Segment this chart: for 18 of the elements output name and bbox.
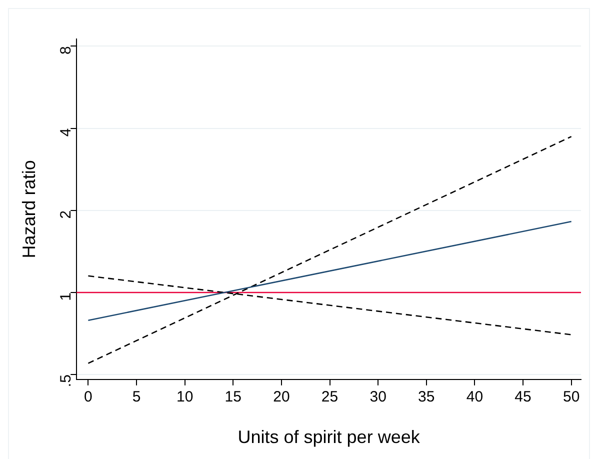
y-tick-label: 4 [58,128,75,137]
x-tick-label: 5 [132,388,141,406]
x-tick-label: 50 [562,388,580,406]
x-tick-label: 15 [224,388,242,406]
x-axis-title: Units of spirit per week [238,427,421,448]
x-tick-label: 30 [370,388,386,406]
x-tick-label: 35 [418,388,435,406]
x-tick-label: 20 [273,388,290,406]
x-tick-label: 25 [321,388,338,406]
x-tick-label: 10 [176,388,194,406]
y-tick-label: 1 [58,292,75,301]
x-tick-label: 0 [84,388,92,406]
x-tick-label: 45 [514,388,532,406]
y-tick-label: 8 [58,46,75,55]
y-axis-title: Hazard ratio [18,160,39,258]
y-tick-label: 2 [58,210,75,219]
y-tick-label: .5 [58,374,75,388]
x-tick-label: 40 [466,388,484,406]
